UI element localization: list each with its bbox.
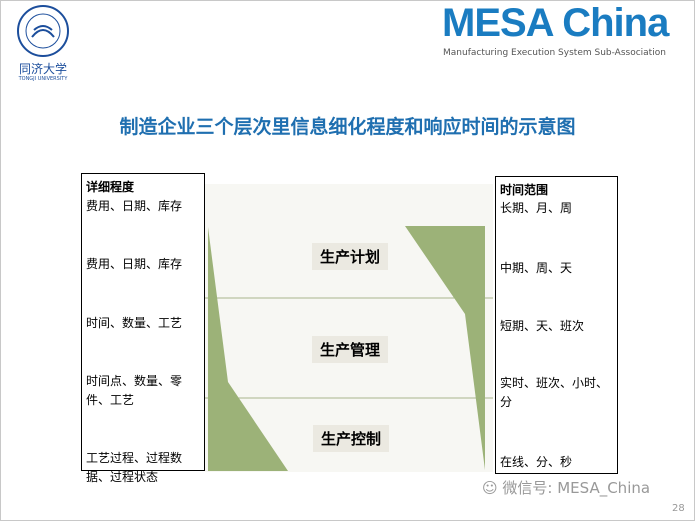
watermark-text: 微信号: MESA_China	[502, 479, 651, 497]
mesa-logo: MESA China	[442, 1, 669, 45]
level-planning: 生产计划	[312, 243, 389, 270]
tongji-name-en: TONGJI UNIVERSITY	[18, 76, 68, 82]
wechat-icon: ☺	[482, 479, 503, 497]
tongji-logo: 同济大学 TONGJI UNIVERSITY	[10, 4, 76, 83]
wechat-watermark: ☺ 微信号: MESA_China	[482, 479, 650, 497]
time-item: 短期、天、班次	[500, 319, 585, 333]
slide-title: 制造企业三个层次里信息细化程度和响应时间的示意图	[119, 116, 576, 138]
time-item: 中期、周、天	[500, 261, 573, 275]
detail-item: 时间点、数量、零件、工艺	[86, 374, 183, 407]
detail-item: 时间、数量、工艺	[86, 316, 183, 330]
time-wedge	[405, 226, 485, 470]
time-item: 长期、月、周	[500, 201, 573, 215]
detail-header: 详细程度	[86, 180, 135, 194]
level-management: 生产管理	[312, 336, 389, 363]
detail-item: 工艺过程、过程数据、过程状态	[86, 451, 183, 484]
detail-item: 费用、日期、库存	[86, 257, 183, 271]
page-number: 28	[672, 503, 685, 514]
level-control: 生产控制	[313, 425, 390, 452]
tongji-name-cn: 同济大学	[18, 62, 67, 76]
time-item: 实时、班次、小时、分	[500, 376, 609, 409]
time-box: 时间范围 长期、月、周 中期、周、天 短期、天、班次 实时、班次、小时、分 在线…	[495, 176, 618, 474]
time-header: 时间范围	[500, 183, 549, 197]
detail-item: 费用、日期、库存	[86, 199, 183, 213]
detail-box: 详细程度 费用、日期、库存 费用、日期、库存 时间、数量、工艺 时间点、数量、零…	[81, 173, 205, 484]
mesa-subtitle: Manufacturing Execution System Sub-Assoc…	[443, 48, 666, 58]
detail-wedge	[208, 227, 288, 471]
tongji-seal-icon	[17, 5, 69, 57]
time-item: 在线、分、秒	[500, 455, 573, 469]
